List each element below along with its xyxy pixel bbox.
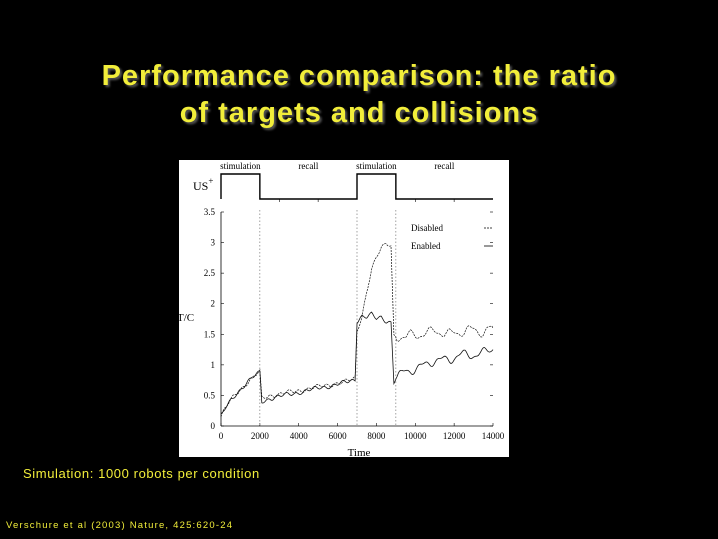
citation: Verschure et al (2003) Nature, 425:620-2… — [6, 520, 234, 531]
y-tick-label: 2.5 — [204, 268, 216, 278]
x-tick-label: 8000 — [367, 431, 386, 441]
x-tick-label: 4000 — [290, 431, 309, 441]
series-layer — [220, 243, 494, 417]
x-tick-label: 6000 — [329, 431, 348, 441]
legend-label-disabled: Disabled — [411, 223, 443, 233]
title-line-2: of targets and collisions — [179, 97, 539, 129]
legend-label-enabled: Enabled — [411, 241, 441, 251]
y-tick-label: 2 — [211, 299, 216, 309]
us-label: US+ — [193, 176, 213, 193]
y-tick-label: 3.5 — [204, 207, 216, 217]
y-tick-label: 1.5 — [204, 329, 216, 339]
y-tick-label: 1 — [211, 360, 216, 370]
chart-legend: Disabled Enabled — [411, 223, 493, 251]
x-tick-label: 14000 — [482, 431, 505, 441]
y-axis-label: T/C — [179, 312, 194, 324]
y-tick-label: 0 — [211, 421, 216, 431]
phase-label: stimulation — [220, 161, 261, 171]
caption: Simulation: 1000 robots per condition — [23, 466, 260, 481]
phase-labels: stimulation recall stimulation recall — [220, 161, 455, 171]
chart-axes: 0 2000 4000 6000 8000 10000 12000 14000 0 0.5 1 1.5… — [204, 207, 505, 441]
x-tick-label: 12000 — [443, 431, 466, 441]
chart-svg: stimulation recall stimulation recall US+ 0… — [179, 161, 505, 457]
x-tick-label: 2000 — [251, 431, 270, 441]
us-stimulus-line — [220, 173, 493, 200]
phase-label: stimulation — [356, 161, 397, 171]
x-tick-label: 0 — [219, 431, 224, 441]
phase-label: recall — [298, 161, 318, 171]
phase-dividers — [259, 210, 397, 426]
y-tick-label: 3 — [211, 238, 216, 248]
slide-title: Performance comparison: the ratio of tar… — [0, 58, 718, 132]
title-line-1: Performance comparison: the ratio — [101, 60, 617, 92]
phase-label: recall — [434, 161, 454, 171]
x-axis-label: Time — [348, 447, 371, 457]
y-tick-label: 0.5 — [204, 390, 216, 400]
series-line-enabled — [220, 311, 494, 415]
us-track: US+ — [193, 173, 493, 202]
chart-figure: stimulation recall stimulation recall US+ 0… — [179, 160, 509, 457]
x-tick-label: 10000 — [404, 431, 427, 441]
